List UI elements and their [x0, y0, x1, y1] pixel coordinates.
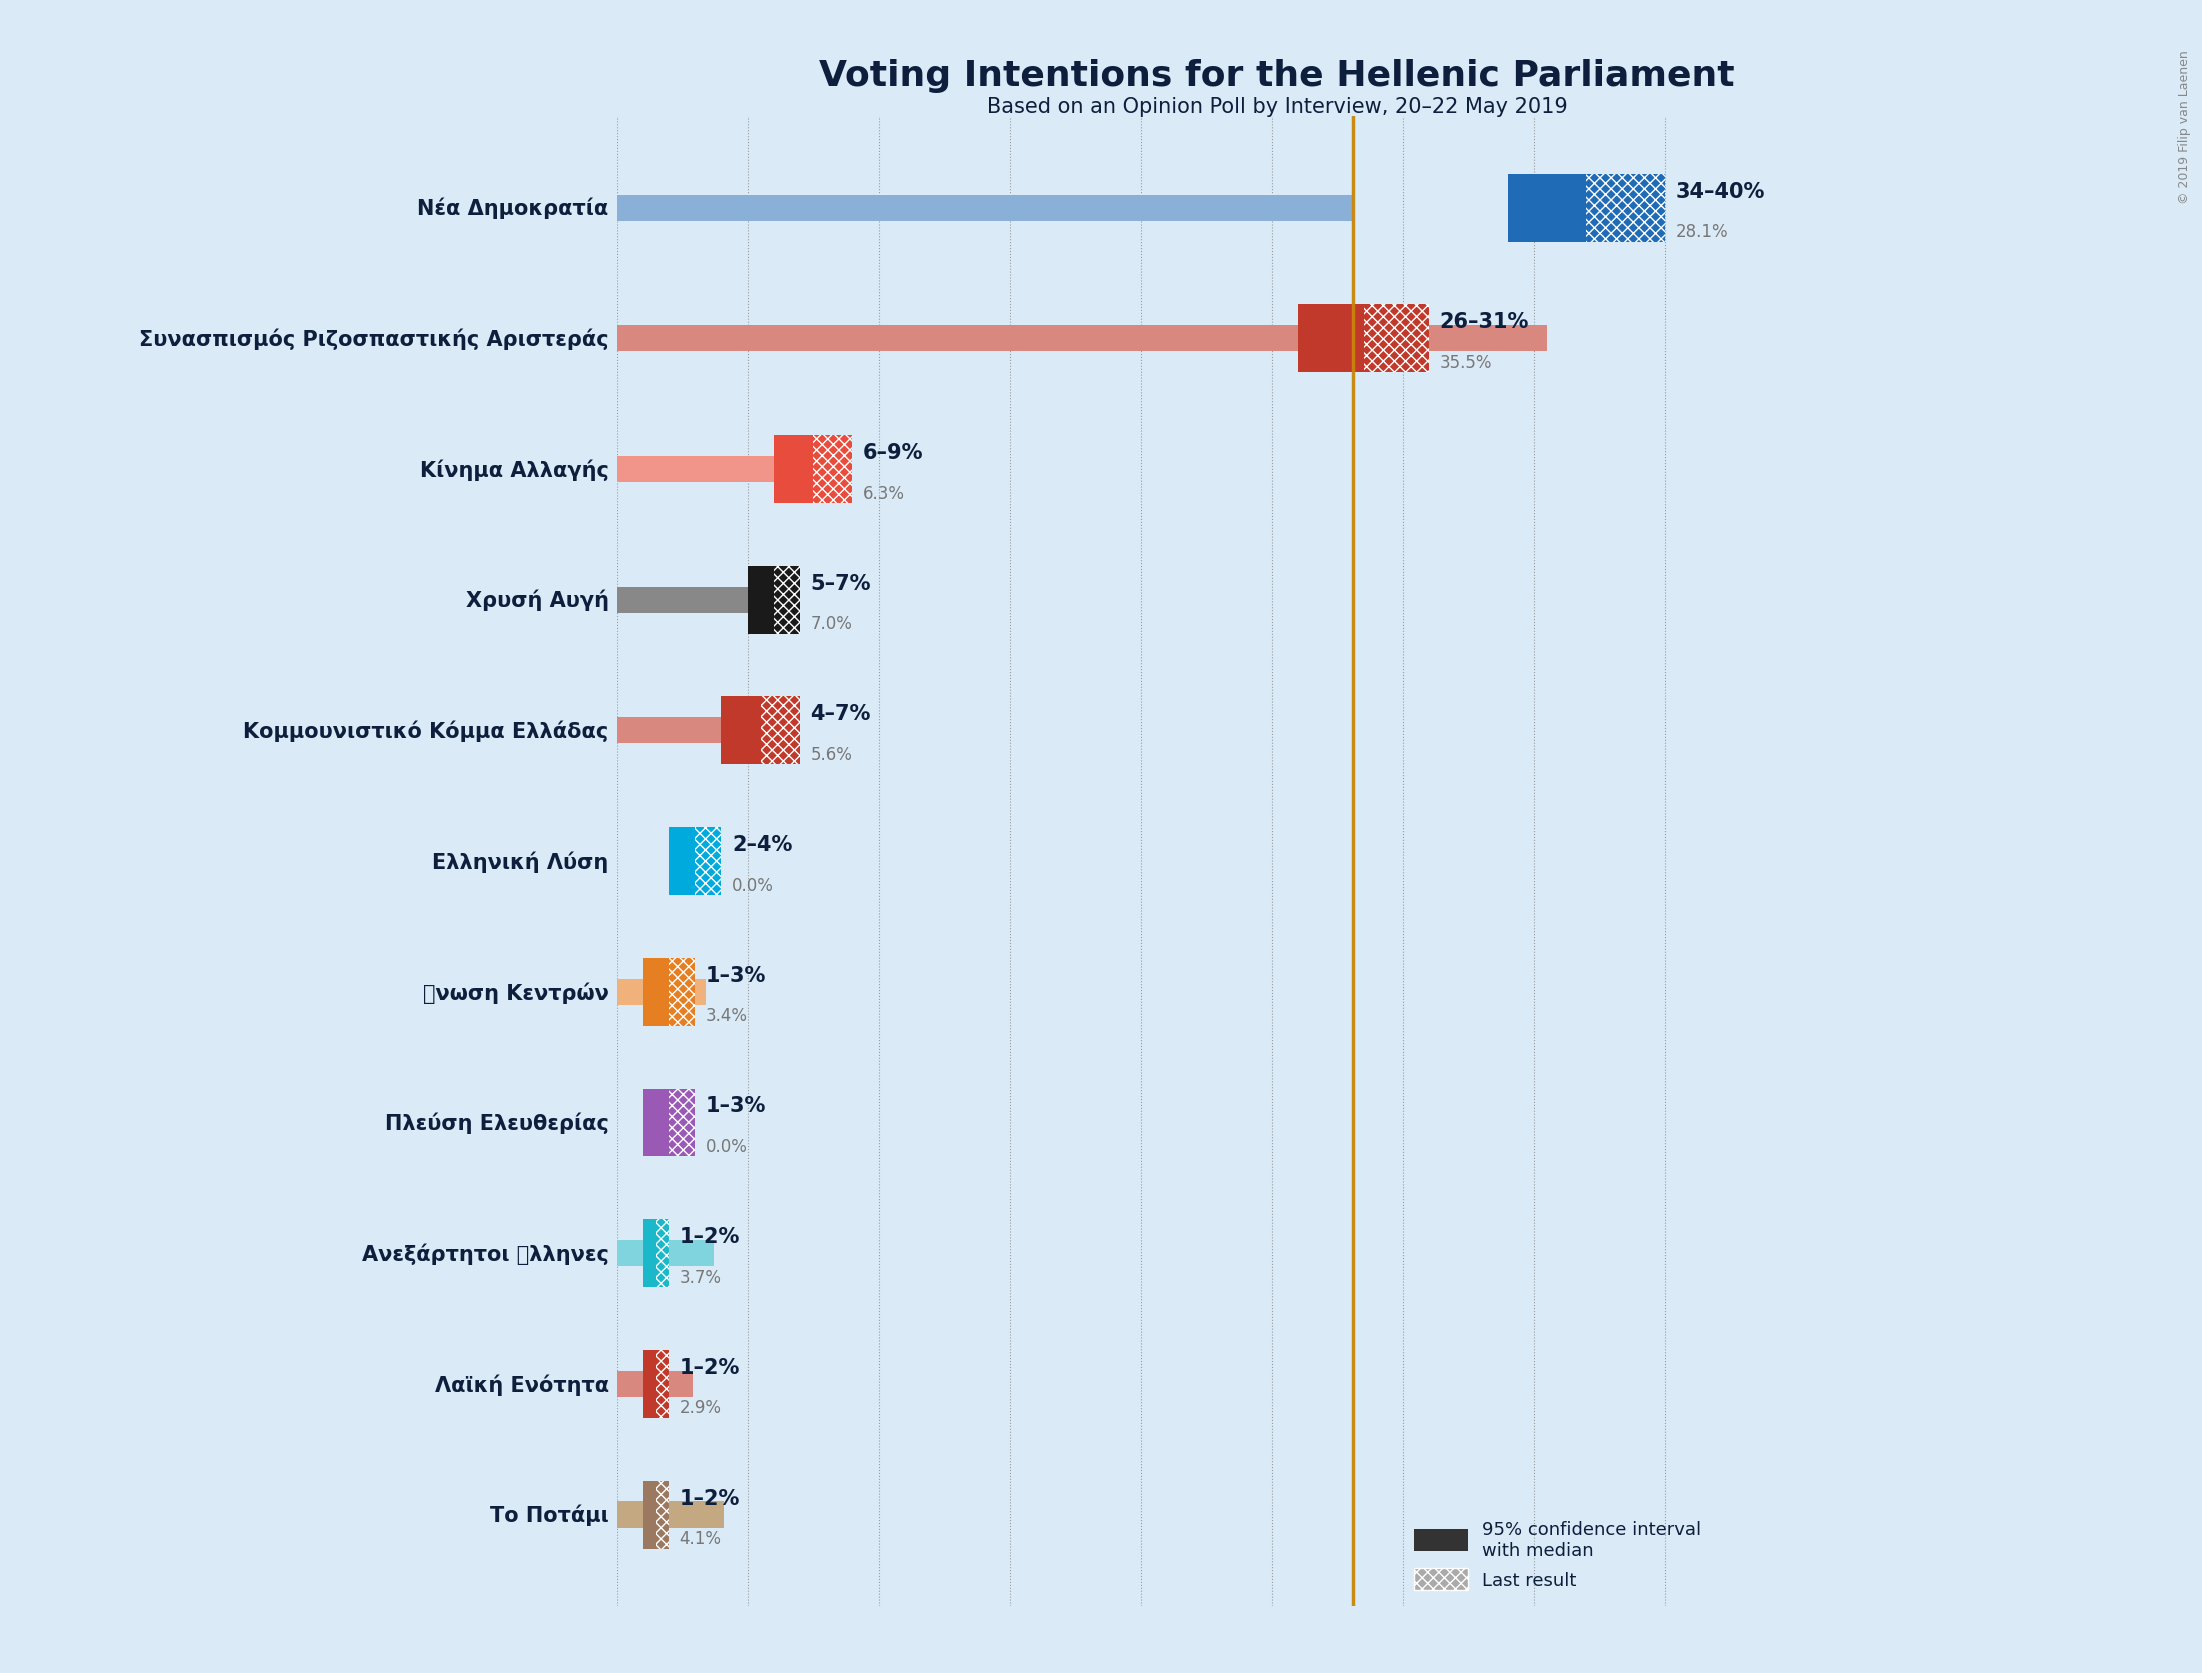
Text: Χρυσή Αυγή: Χρυσή Αυγή [465, 589, 608, 611]
Bar [643, 1481, 669, 1549]
Bar [617, 1240, 713, 1266]
Bar [696, 828, 722, 895]
Bar [669, 1089, 696, 1156]
Bar [617, 979, 705, 1005]
Bar [669, 828, 722, 895]
Text: Based on an Opinion Poll by Interview, 20–22 May 2019: Based on an Opinion Poll by Interview, 2… [986, 97, 1568, 117]
Bar [617, 1502, 724, 1527]
Bar [669, 959, 696, 1026]
Bar [643, 959, 696, 1026]
Bar [749, 567, 799, 634]
Bar [643, 1350, 669, 1419]
Text: 5–7%: 5–7% [810, 574, 872, 594]
Text: 0.0%: 0.0% [731, 877, 773, 893]
Text: Voting Intentions for the Hellenic Parliament: Voting Intentions for the Hellenic Parli… [819, 59, 1735, 92]
Bar [617, 587, 799, 614]
Text: 34–40%: 34–40% [1676, 182, 1766, 201]
Bar [643, 1220, 669, 1288]
Bar [617, 718, 764, 744]
Text: 6–9%: 6–9% [863, 443, 923, 463]
Text: 4.1%: 4.1% [680, 1529, 722, 1548]
Text: Πλεύση Ελευθερίας: Πλεύση Ελευθερίας [385, 1113, 608, 1134]
Text: 1–3%: 1–3% [705, 965, 766, 985]
Text: Ανεξάρτητοι ΍λληνες: Ανεξάρτητοι ΍λληνες [361, 1243, 608, 1265]
Text: © 2019 Filip van Laenen: © 2019 Filip van Laenen [2178, 50, 2191, 204]
Bar [656, 1220, 669, 1288]
Text: 7.0%: 7.0% [810, 616, 852, 632]
Bar [617, 1370, 694, 1397]
Text: 3.7%: 3.7% [680, 1268, 722, 1287]
Text: 26–31%: 26–31% [1440, 313, 1528, 333]
Text: Κομμουνιστικό Κόμμα Ελλάδας: Κομμουνιστικό Κόμμα Ελλάδας [244, 721, 608, 741]
Bar [773, 435, 852, 504]
Text: 3.4%: 3.4% [705, 1007, 749, 1024]
Bar [656, 1350, 669, 1419]
Text: 35.5%: 35.5% [1440, 353, 1493, 371]
Bar [813, 435, 852, 504]
Bar [1363, 304, 1429, 373]
Text: Ελληνική Λύση: Ελληνική Λύση [432, 852, 608, 872]
Bar [643, 1089, 696, 1156]
Text: 5.6%: 5.6% [810, 746, 852, 763]
Text: Το Ποτάμι: Το Ποτάμι [491, 1504, 608, 1526]
Text: 1–3%: 1–3% [705, 1096, 766, 1116]
Text: 2.9%: 2.9% [680, 1399, 722, 1417]
Bar [1508, 174, 1665, 243]
Text: Λαϊκή Ενότητα: Λαϊκή Ενότητα [434, 1374, 608, 1395]
Bar [722, 698, 799, 765]
Text: 1–2%: 1–2% [680, 1226, 740, 1246]
Bar [617, 326, 1548, 353]
Bar [1585, 174, 1665, 243]
Text: Νέα Δημοκρατία: Νέα Δημοκρατία [418, 197, 608, 219]
Bar [617, 457, 782, 483]
Text: Συνασπισμός Ριζοσπαστικής Αριστεράς: Συνασπισμός Ριζοσπαστικής Αριστεράς [139, 328, 608, 350]
Bar [773, 567, 799, 634]
Text: Κίνημα Αλλαγής: Κίνημα Αλλαγής [421, 458, 608, 480]
Text: 1–2%: 1–2% [680, 1357, 740, 1377]
Text: 6.3%: 6.3% [863, 483, 905, 502]
Text: 4–7%: 4–7% [810, 704, 872, 724]
Text: 2–4%: 2–4% [731, 835, 793, 855]
Bar [760, 698, 799, 765]
Legend: 95% confidence interval
with median, Last result: 95% confidence interval with median, Las… [1407, 1512, 1709, 1598]
Text: 1–2%: 1–2% [680, 1487, 740, 1507]
Text: ΍νωση Κεντρών: ΍νωση Κεντρών [423, 982, 608, 1002]
Text: 28.1%: 28.1% [1676, 223, 1729, 241]
Text: 0.0%: 0.0% [705, 1138, 746, 1156]
Bar [617, 196, 1354, 221]
Bar [656, 1481, 669, 1549]
Bar [1299, 304, 1429, 373]
